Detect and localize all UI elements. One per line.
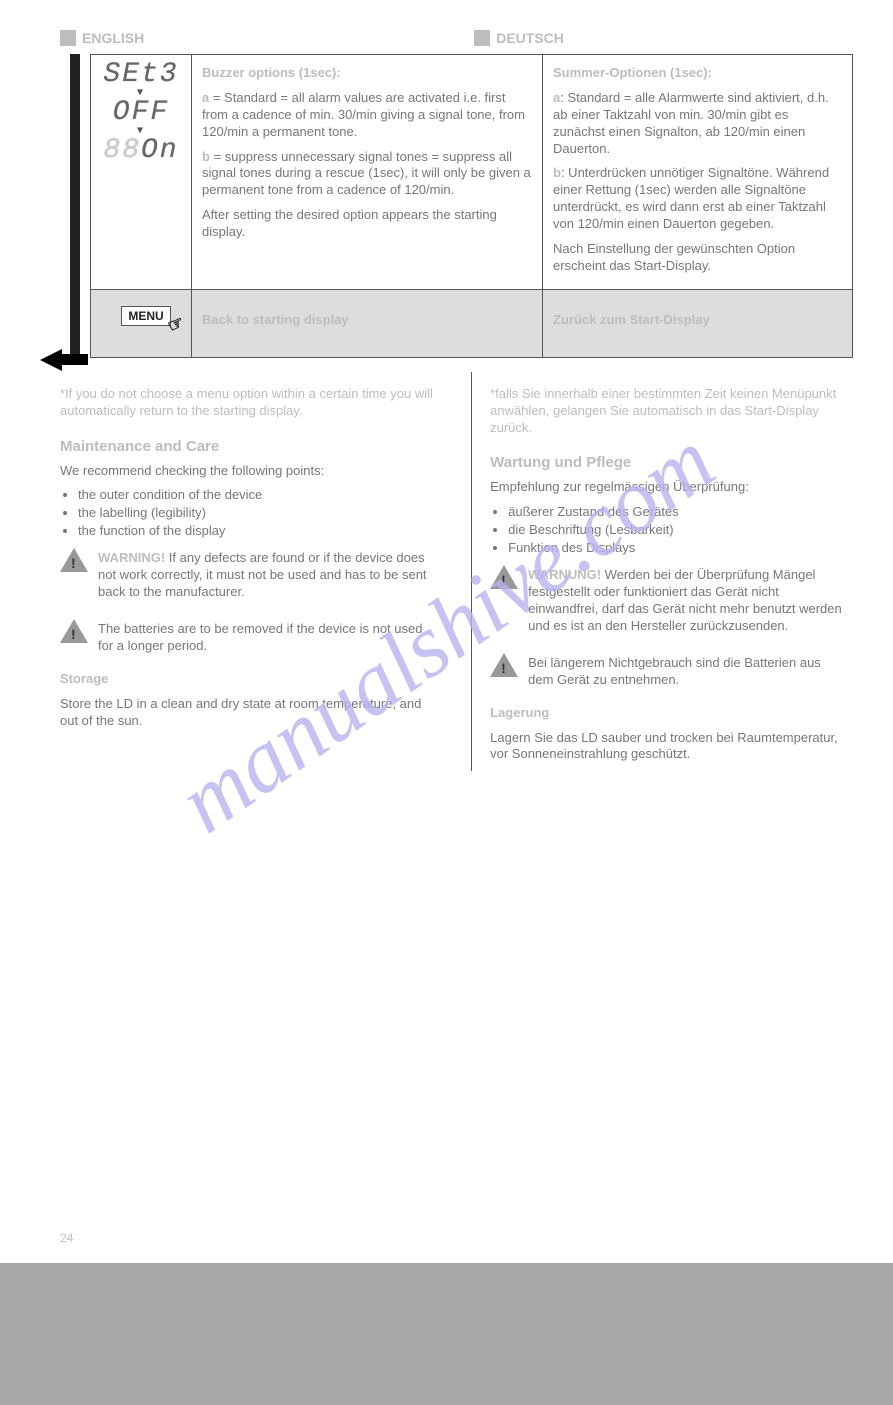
- menu-row-german: Zurück zum Start-Display: [543, 289, 853, 357]
- page-number: 24: [60, 1231, 73, 1245]
- settings-table: SEt3 ▼ OFF ▼ 88On Buzzer options (1sec):…: [90, 54, 853, 358]
- menu-button-icon[interactable]: MENU ☞: [121, 306, 170, 326]
- buzzer-title-de: Summer-Optionen (1sec):: [553, 65, 712, 80]
- lang-left-label: ENGLISH: [82, 30, 144, 46]
- back-arrow-stem: [62, 354, 88, 365]
- lang-right-label: DEUTSCH: [496, 30, 564, 46]
- buzzer-title-en: Buzzer options (1sec):: [202, 65, 341, 80]
- warning-triangle-icon: [490, 653, 518, 677]
- lcd-display-cell: SEt3 ▼ OFF ▼ 88On: [91, 55, 192, 290]
- note-en: *If you do not choose a menu option with…: [60, 386, 435, 420]
- right-german-column: *falls Sie innerhalb einer bestimmten Ze…: [471, 372, 853, 772]
- lang-box-icon: [60, 30, 76, 46]
- pointer-hand-icon: ☞: [164, 311, 188, 337]
- storage-title-en: Storage: [60, 671, 108, 686]
- warning-2-de: Bei längerem Nichtgebrauch sind die Batt…: [528, 655, 847, 689]
- language-header: ENGLISH DEUTSCH: [60, 30, 853, 46]
- maintenance-heading-de: Wartung und Pflege: [490, 454, 847, 471]
- checklist-en: the outer condition of the device the la…: [78, 487, 435, 538]
- note-de: *falls Sie innerhalb einer bestimmten Ze…: [490, 386, 847, 437]
- warning-triangle-icon: [60, 548, 88, 572]
- warning-triangle-icon: [60, 619, 88, 643]
- lcd-line-1: SEt3: [95, 61, 187, 89]
- maintenance-heading-en: Maintenance and Care: [60, 438, 435, 455]
- lcd-line-2: OFF: [95, 99, 187, 127]
- storage-title-de: Lagerung: [490, 705, 549, 720]
- table-col-german: Summer-Optionen (1sec): a: Standard = al…: [543, 55, 853, 290]
- storage-text-de: Lagern Sie das LD sauber und trocken bei…: [490, 730, 847, 764]
- storage-text-en: Store the LD in a clean and dry state at…: [60, 696, 435, 730]
- checklist-de: äußerer Zustand des Gerätes die Beschrif…: [508, 504, 847, 555]
- menu-button-cell: MENU ☞: [91, 289, 192, 357]
- warning-1-en: WARNING! If any defects are found or if …: [98, 550, 435, 601]
- warning-triangle-icon: [490, 565, 518, 589]
- left-black-bar: [70, 54, 80, 358]
- back-arrow-head-icon: [40, 349, 62, 371]
- table-col-english: Buzzer options (1sec): a = Standard = al…: [192, 55, 543, 290]
- lang-box-icon: [474, 30, 490, 46]
- menu-row-english: Back to starting display: [192, 289, 543, 357]
- left-english-column: *If you do not choose a menu option with…: [60, 372, 441, 772]
- warning-1-de: WARNUNG! Werden bei der Überprüfung Mäng…: [528, 567, 847, 635]
- lcd-line-3: 88On: [95, 137, 187, 165]
- warning-2-en: The batteries are to be removed if the d…: [98, 621, 435, 655]
